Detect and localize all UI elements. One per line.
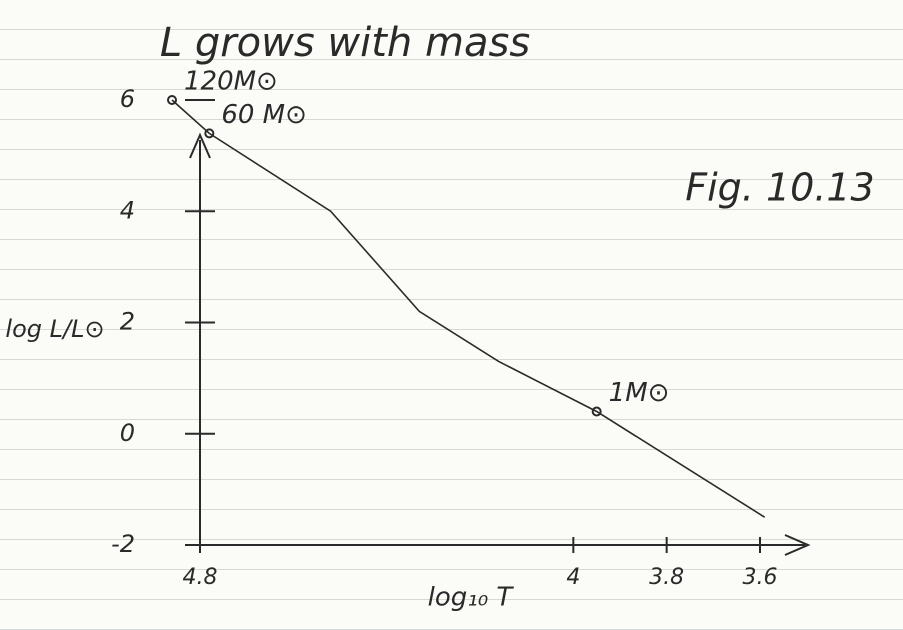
x-tick-label: 4 xyxy=(566,565,580,590)
data-line xyxy=(172,100,765,517)
annotation: 60 M⊙ xyxy=(221,100,307,130)
x-axis xyxy=(200,535,808,555)
y-tick-label: 4 xyxy=(120,196,135,224)
paper: L grows with mass Fig. 10.13 log L/L⊙ lo… xyxy=(0,0,903,630)
chart-title: L grows with mass xyxy=(160,20,530,66)
annotation: 120M⊙ xyxy=(184,67,278,97)
y-tick-label: 6 xyxy=(120,85,135,113)
chart: L grows with mass Fig. 10.13 log L/L⊙ lo… xyxy=(0,0,903,630)
y-axis xyxy=(190,135,210,545)
x-axis-label: log₁₀ T xyxy=(428,583,515,613)
annotation: 1M⊙ xyxy=(609,378,670,408)
y-tick-label: 2 xyxy=(120,308,135,336)
x-tick-label: 4.8 xyxy=(183,565,218,590)
y-tick-label: 0 xyxy=(120,419,135,447)
x-tick-label: 3.6 xyxy=(743,565,778,590)
y-tick-label: -2 xyxy=(111,530,135,558)
y-axis-label: log L/L⊙ xyxy=(5,315,104,343)
x-tick-label: 3.8 xyxy=(649,565,684,590)
figure-label: Fig. 10.13 xyxy=(685,166,874,210)
